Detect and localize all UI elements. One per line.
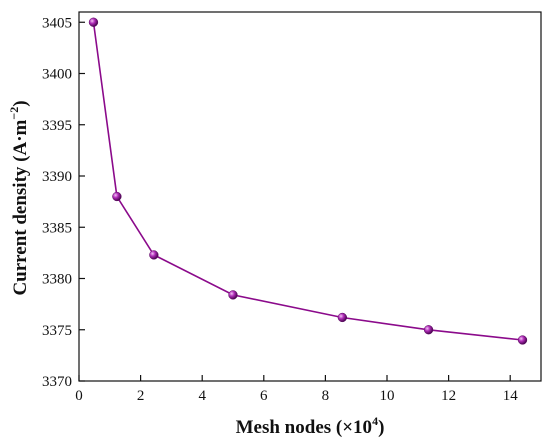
x-tick-label: 8 xyxy=(322,388,330,404)
data-point xyxy=(517,335,528,345)
x-tick-label: 10 xyxy=(380,388,395,404)
data-point xyxy=(149,250,159,260)
plot-frame xyxy=(78,11,542,382)
x-tick-label: 4 xyxy=(198,388,206,404)
y-axis-title: Current density (A·m−2) xyxy=(7,100,31,295)
x-axis-ticks: 0 2 4 6 8 10 12 14 xyxy=(75,375,518,404)
y-tick-label: 3375 xyxy=(42,323,72,339)
data-point xyxy=(112,191,122,202)
series-layer xyxy=(88,17,528,345)
data-point xyxy=(423,325,434,335)
data-point xyxy=(228,290,238,300)
plot-border xyxy=(78,11,542,382)
y-tick-label: 3400 xyxy=(42,67,72,83)
y-tick-label: 3385 xyxy=(42,220,72,236)
y-axis-ticks: 3370 3375 3380 3385 3390 3395 3400 3405 xyxy=(42,15,85,390)
y-tick-label: 3405 xyxy=(42,15,72,31)
y-tick-label: 3395 xyxy=(42,118,72,134)
x-tick-label: 6 xyxy=(260,388,268,404)
y-tick-label: 3370 xyxy=(42,374,72,390)
x-tick-label: 12 xyxy=(441,388,456,404)
y-tick-label: 3390 xyxy=(42,169,72,185)
x-tick-label: 14 xyxy=(503,388,519,404)
y-tick-label: 3380 xyxy=(42,272,72,288)
data-point xyxy=(88,17,99,27)
x-tick-label: 2 xyxy=(137,388,145,404)
x-tick-label: 0 xyxy=(75,388,83,404)
x-axis-title: Mesh nodes (×104) xyxy=(236,414,385,438)
series-line xyxy=(92,22,523,341)
data-point xyxy=(337,312,347,323)
